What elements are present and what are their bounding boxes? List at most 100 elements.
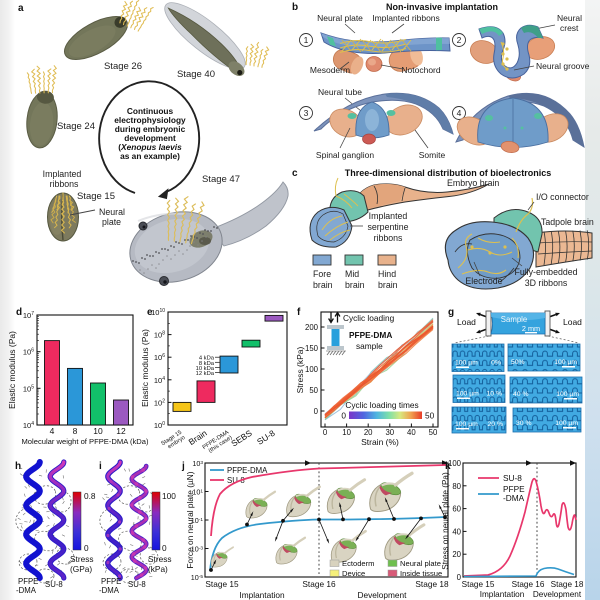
svg-text:Stage 15: Stage 15 — [205, 579, 239, 589]
svg-text:b: b — [292, 2, 298, 13]
svg-text:100 µm: 100 µm — [456, 391, 479, 398]
svg-text:60: 60 — [452, 505, 461, 514]
svg-text:0: 0 — [314, 407, 319, 416]
svg-text:Neural groove: Neural groove — [536, 61, 590, 71]
svg-text:100: 100 — [448, 459, 462, 468]
svg-text:Stage 18: Stage 18 — [415, 579, 449, 589]
svg-text:Continuous: Continuous — [127, 106, 174, 116]
svg-text:0%: 0% — [491, 360, 501, 367]
svg-text:Tadpole brain: Tadpole brain — [541, 217, 594, 227]
svg-text:a: a — [18, 3, 24, 14]
svg-text:20: 20 — [364, 428, 373, 437]
svg-text:g: g — [448, 307, 454, 318]
svg-text:Stress: Stress — [148, 554, 172, 564]
svg-text:12: 12 — [116, 426, 126, 436]
svg-text:c: c — [292, 168, 298, 179]
svg-text:e: e — [147, 307, 153, 318]
svg-text:brain: brain — [313, 280, 333, 290]
svg-text:10-1: 10-1 — [191, 516, 204, 525]
svg-text:ribbons: ribbons — [374, 233, 403, 243]
svg-text:2: 2 — [457, 35, 462, 45]
svg-text:107: 107 — [23, 311, 34, 320]
svg-text:106: 106 — [23, 348, 34, 357]
svg-text:brain: brain — [345, 280, 365, 290]
svg-text:Somite: Somite — [419, 150, 446, 160]
svg-text:3D ribbons: 3D ribbons — [525, 278, 568, 288]
svg-text:Stage 47: Stage 47 — [202, 174, 240, 185]
svg-text:development: development — [124, 133, 176, 143]
svg-text:PFPE-DMA: PFPE-DMA — [227, 466, 268, 475]
svg-text:-DMA: -DMA — [503, 493, 525, 503]
svg-text:Strain (%): Strain (%) — [361, 437, 399, 447]
svg-text:crest: crest — [560, 23, 579, 33]
svg-text:Cyclic loading times: Cyclic loading times — [345, 400, 418, 410]
svg-text:Stage 40: Stage 40 — [177, 69, 215, 80]
svg-text:Elastic modulus (Pa): Elastic modulus (Pa) — [140, 329, 150, 407]
svg-text:Hind: Hind — [378, 269, 396, 279]
svg-text:Non-invasive implantation: Non-invasive implantation — [386, 2, 498, 12]
svg-text:0: 0 — [457, 573, 462, 582]
svg-text:PFPE: PFPE — [18, 577, 38, 586]
svg-text:PFPE: PFPE — [101, 577, 121, 586]
svg-text:Stress (kPa): Stress (kPa) — [295, 346, 305, 393]
svg-text:Fully-embedded: Fully-embedded — [514, 267, 577, 277]
svg-text:103: 103 — [192, 459, 203, 468]
svg-text:40: 40 — [407, 428, 416, 437]
svg-text:Mesoderm: Mesoderm — [310, 65, 350, 75]
svg-text:10: 10 — [93, 426, 103, 436]
svg-text:100: 100 — [154, 421, 165, 430]
svg-text:-DMA: -DMA — [99, 586, 120, 595]
svg-text:105: 105 — [23, 384, 34, 393]
svg-text:plate: plate — [102, 217, 121, 227]
svg-text:2 mm: 2 mm — [522, 324, 540, 333]
svg-text:SU-8: SU-8 — [45, 580, 63, 589]
svg-text:h: h — [15, 461, 21, 472]
svg-text:Development: Development — [358, 590, 408, 600]
svg-text:50: 50 — [309, 386, 318, 395]
svg-text:ribbons: ribbons — [50, 179, 79, 189]
svg-text:100 µm: 100 µm — [554, 359, 577, 366]
svg-text:50: 50 — [425, 411, 435, 421]
svg-text:Force on neural plate (µN): Force on neural plate (µN) — [185, 471, 195, 568]
svg-text:50%: 50% — [511, 359, 525, 366]
svg-text:8 kDa: 8 kDa — [199, 361, 215, 367]
svg-text:20: 20 — [452, 550, 461, 559]
svg-text:Stage 24: Stage 24 — [57, 121, 95, 132]
svg-text:serpentine: serpentine — [367, 222, 408, 232]
svg-text:SU-8: SU-8 — [128, 580, 146, 589]
svg-text:104: 104 — [23, 421, 34, 430]
svg-text:30: 30 — [385, 428, 394, 437]
svg-text:10-3: 10-3 — [191, 545, 204, 554]
svg-text:Sample: Sample — [501, 315, 527, 324]
svg-text:30 %: 30 % — [516, 420, 532, 427]
svg-text:Stage 15: Stage 15 — [462, 580, 495, 589]
svg-text:Stage 15: Stage 15 — [77, 191, 115, 202]
svg-text:Neural: Neural — [99, 207, 125, 217]
svg-text:3: 3 — [304, 108, 309, 118]
svg-text:Spinal ganglion: Spinal ganglion — [316, 150, 374, 160]
svg-text:SU-8: SU-8 — [503, 473, 522, 483]
svg-text:100 µm: 100 µm — [555, 420, 578, 427]
svg-text:Three-dimensional distribution: Three-dimensional distribution of bioele… — [345, 168, 552, 178]
svg-text:101: 101 — [192, 488, 203, 497]
svg-text:4: 4 — [457, 108, 462, 118]
svg-text:PFPE-DMA: PFPE-DMA — [349, 330, 392, 340]
svg-text:104: 104 — [154, 376, 165, 385]
svg-text:Inside tissue: Inside tissue — [400, 569, 442, 578]
svg-text:(Xenopus laevis: (Xenopus laevis — [118, 142, 182, 152]
svg-text:106: 106 — [154, 353, 165, 362]
svg-text:i: i — [99, 461, 102, 472]
svg-text:(kPa): (kPa) — [148, 564, 168, 574]
svg-text:0: 0 — [84, 543, 89, 553]
svg-text:20 %: 20 % — [488, 421, 504, 428]
svg-text:80: 80 — [452, 482, 461, 491]
svg-text:1010: 1010 — [151, 308, 165, 317]
svg-text:sample: sample — [356, 341, 383, 351]
svg-text:108: 108 — [154, 331, 165, 340]
svg-text:10: 10 — [342, 428, 351, 437]
svg-text:0.8: 0.8 — [84, 491, 96, 501]
svg-text:Neural plate: Neural plate — [400, 559, 441, 568]
svg-text:10 kDa: 10 kDa — [196, 366, 215, 372]
svg-text:Implantation: Implantation — [480, 590, 525, 599]
svg-text:Implanted: Implanted — [43, 169, 82, 179]
